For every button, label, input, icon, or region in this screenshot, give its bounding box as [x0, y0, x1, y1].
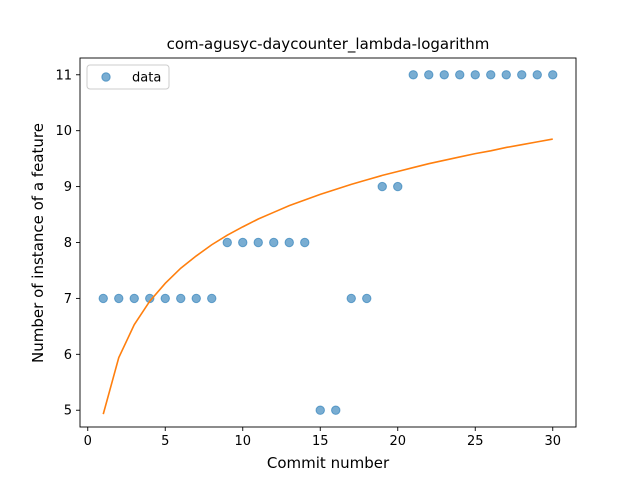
data-point	[129, 293, 139, 304]
y-axis-label: Number of instance of a feature	[29, 123, 47, 363]
chart-title: com-agusyc-daycounter_lambda-logarithm	[167, 35, 490, 54]
data-point	[222, 237, 232, 248]
data-point	[284, 237, 294, 248]
legend-label: data	[132, 71, 161, 86]
data-point	[501, 70, 511, 80]
y-tick-label: 5	[64, 404, 72, 419]
data-point	[176, 293, 186, 304]
x-tick-label: 30	[544, 434, 561, 449]
x-tick-label: 25	[467, 434, 484, 449]
data-point	[408, 70, 418, 80]
y-tick-label: 7	[64, 292, 72, 307]
x-axis-label: Commit number	[267, 454, 390, 472]
data-point	[393, 181, 403, 192]
data-point	[424, 70, 434, 80]
data-point	[253, 237, 263, 248]
data-point	[300, 237, 310, 248]
data-point	[207, 293, 217, 304]
y-tick-label: 11	[55, 68, 72, 83]
data-point	[517, 70, 527, 80]
data-point	[346, 293, 356, 304]
fit-line	[102, 138, 553, 415]
data-point	[377, 181, 387, 192]
x-tick-label: 5	[161, 434, 169, 449]
legend-box	[86, 64, 170, 90]
y-tick-label: 6	[64, 348, 72, 363]
y-tick-label: 9	[64, 180, 72, 195]
x-tick-label: 15	[312, 434, 329, 449]
data-point	[269, 237, 279, 248]
data-point	[532, 70, 542, 80]
legend-marker	[101, 72, 111, 82]
data-point	[98, 293, 108, 304]
x-tick-label: 10	[234, 434, 251, 449]
data-point	[455, 70, 465, 80]
data-point	[470, 70, 480, 80]
data-point	[160, 293, 170, 304]
data-point	[439, 70, 449, 80]
data-point	[486, 70, 496, 80]
x-tick-label: 20	[389, 434, 406, 449]
y-tick-label: 10	[55, 124, 72, 139]
legend: data	[86, 64, 170, 90]
data-point	[191, 293, 201, 304]
data-point	[548, 70, 558, 80]
data-point	[238, 237, 248, 248]
y-tick-label: 8	[64, 236, 72, 251]
x-tick-label: 0	[84, 434, 92, 449]
data-point	[331, 405, 341, 415]
data-point	[362, 293, 372, 304]
data-point	[315, 405, 325, 415]
data-point	[114, 293, 124, 304]
